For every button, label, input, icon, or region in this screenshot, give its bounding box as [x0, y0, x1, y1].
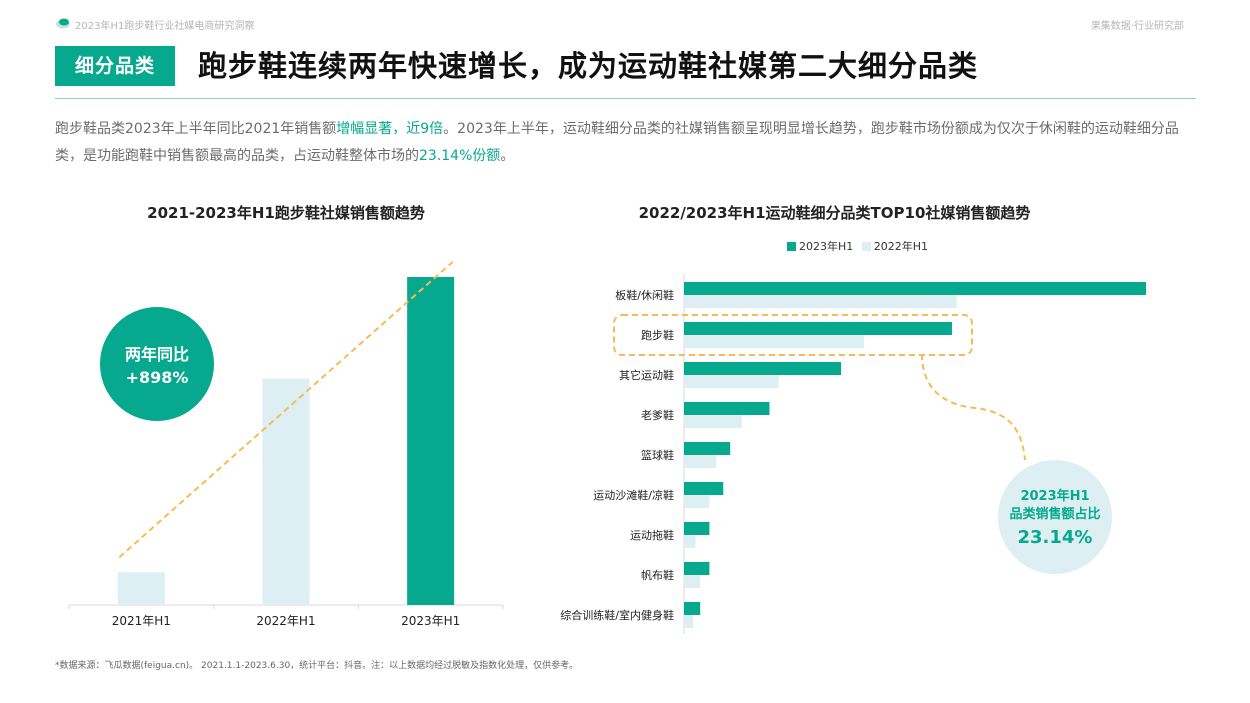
top-bar: 2023年H1跑步鞋行业社媒电商研究洞察 果集数据·行业研究部 [0, 0, 1250, 40]
share-callout-value: 23.14% [1018, 527, 1093, 548]
bar-2023-跑步鞋 [684, 322, 952, 335]
share-callout-line1: 2023年H1 [1020, 488, 1089, 504]
page-title: 跑步鞋连续两年快速增长，成为运动鞋社媒第二大细分品类 [198, 49, 979, 83]
category-label: 运动拖鞋 [630, 528, 674, 542]
bar-2023-其它运动鞋 [684, 362, 842, 375]
org-name: 果集数据·行业研究部 [1090, 21, 1184, 32]
bar-2021年H1 [117, 572, 165, 605]
bar-2023-运动沙滩鞋/凉鞋 [684, 482, 724, 495]
bar-2023-综合训练鞋/室内健身鞋 [684, 602, 701, 615]
right-chart-legend: 2023年H1 2022年H1 [787, 238, 933, 254]
legend-label-2022: 2022年H1 [873, 240, 929, 253]
yoy-badge-value: +898% [126, 368, 189, 387]
bar-2023-篮球鞋 [684, 442, 731, 455]
summary-text-1: 跑步鞋品类2023年上半年同比2021年销售额 [55, 121, 337, 137]
bar-2022-篮球鞋 [684, 455, 717, 468]
footnote: *数据来源：飞瓜数据(feigua.cn)。 2021.1.1-2023.6.3… [55, 661, 579, 671]
summary-text-2: 。2023年上半年，运动鞋细分品类的社媒销售额呈现明显增长趋势，跑步鞋市场份额成… [55, 121, 1179, 164]
callout-connector [921, 353, 1026, 461]
category-label: 其它运动鞋 [619, 368, 674, 382]
category-label: 帆布鞋 [641, 568, 674, 582]
bar-2022-老爹鞋 [684, 415, 742, 428]
share-callout-line2: 品类销售额占比 [1009, 506, 1100, 522]
legend-item-2022: 2022年H1 [861, 240, 929, 253]
yoy-badge-circle [100, 307, 214, 421]
bar-2022-运动沙滩鞋/凉鞋 [684, 495, 710, 508]
bar-2022-板鞋/休闲鞋 [684, 295, 957, 308]
section-tag: 细分品类 [55, 46, 175, 86]
bar-2022-跑步鞋 [684, 335, 865, 348]
right-chart-title: 2022/2023年H1运动鞋细分品类TOP10社媒销售额趋势 [638, 204, 1031, 222]
share-callout-circle [998, 460, 1112, 574]
category-label: 板鞋/休闲鞋 [615, 288, 674, 302]
legend-swatch-2023 [787, 242, 796, 251]
category-label: 跑步鞋 [641, 328, 674, 342]
bar-2022-帆布鞋 [684, 575, 701, 588]
bar-2023-运动拖鞋 [684, 522, 710, 535]
category-label: 综合训练鞋/室内健身鞋 [560, 608, 674, 622]
legend-label-2023: 2023年H1 [799, 240, 854, 253]
trend-dashed-line [118, 261, 454, 558]
legend-swatch-2022 [861, 242, 871, 251]
leaf-logo-icon [56, 18, 70, 29]
title-divider [55, 98, 1196, 99]
left-chart-title: 2021-2023年H1跑步鞋社媒销售额趋势 [147, 204, 425, 222]
bar-2023-板鞋/休闲鞋 [684, 282, 1146, 295]
summary-highlight-2: 23.14%份额 [419, 148, 501, 164]
report-title: 2023年H1跑步鞋行业社媒电商研究洞察 [75, 21, 255, 32]
yoy-badge-label: 两年同比 [125, 345, 189, 364]
bar-2023-老爹鞋 [684, 402, 770, 415]
legend-item-2023: 2023年H1 [787, 240, 853, 253]
summary-paragraph: 跑步鞋品类2023年上半年同比2021年销售额增幅显著，近9倍。2023年上半年… [55, 116, 1200, 170]
bar-2022-综合训练鞋/室内健身鞋 [684, 615, 694, 628]
category-label: 运动沙滩鞋/凉鞋 [593, 488, 674, 502]
category-label: 老爹鞋 [641, 408, 674, 422]
x-tick-label: 2023年H1 [401, 614, 460, 628]
highlight-box [613, 314, 973, 356]
x-tick-label: 2021年H1 [112, 614, 171, 628]
bar-2022年H1 [262, 378, 310, 605]
bar-2022-其它运动鞋 [684, 375, 779, 388]
summary-text-3: 。 [500, 148, 515, 164]
bar-2023年H1 [407, 277, 455, 605]
bar-2023-帆布鞋 [684, 562, 710, 575]
bar-2022-运动拖鞋 [684, 535, 696, 548]
x-tick-label: 2022年H1 [256, 614, 315, 628]
left-bar-chart: 2021年H1 2022年H1 2023年H1 两年同比 +898% [68, 261, 504, 628]
summary-highlight-1: 增幅显著，近9倍 [336, 121, 444, 137]
category-label: 篮球鞋 [641, 448, 674, 462]
